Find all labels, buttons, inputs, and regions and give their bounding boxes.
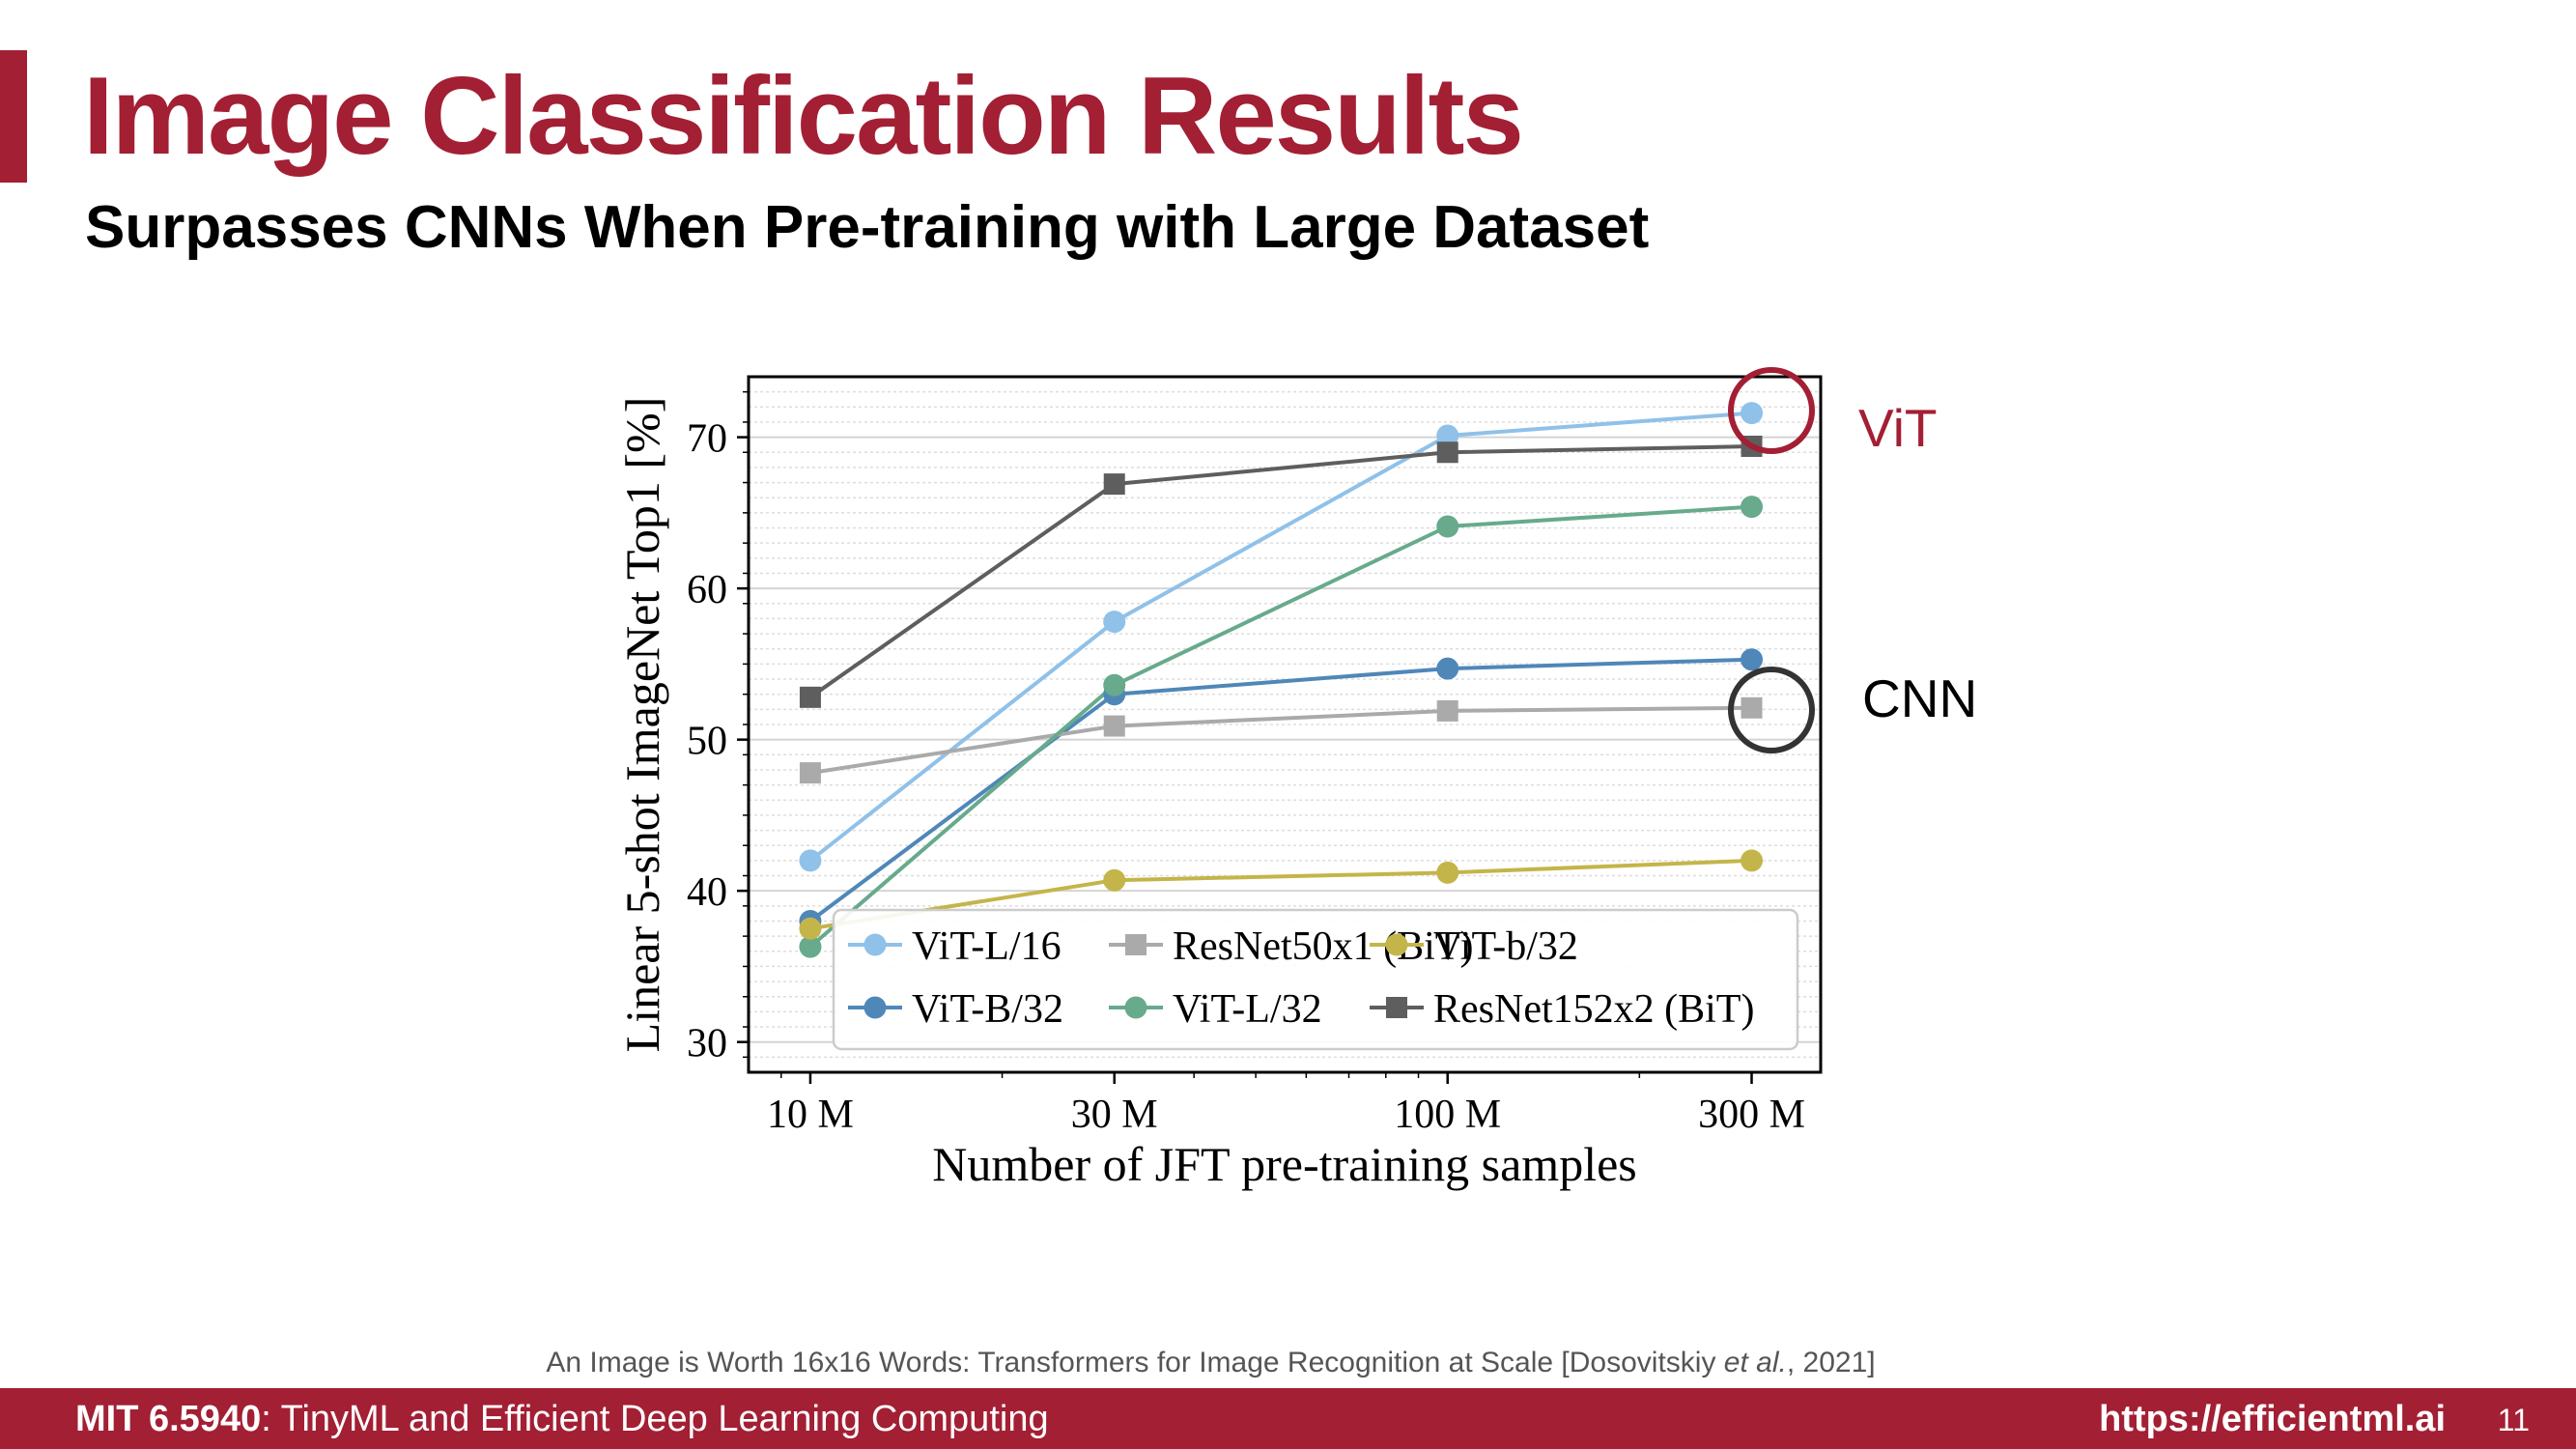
data-point bbox=[1741, 402, 1764, 425]
data-point bbox=[1103, 673, 1126, 696]
data-point bbox=[799, 935, 822, 958]
legend-marker bbox=[1125, 934, 1146, 955]
data-point bbox=[1741, 696, 1763, 719]
chart-series-markers bbox=[799, 402, 1764, 958]
citation-et-al: et al. bbox=[1723, 1347, 1787, 1378]
x-axis-label: Number of JFT pre-training samples bbox=[932, 1137, 1637, 1191]
data-point bbox=[1436, 441, 1458, 464]
footer-url-link[interactable]: https://efficientml.ai bbox=[2099, 1399, 2446, 1439]
data-point bbox=[799, 686, 821, 708]
data-point bbox=[1436, 861, 1459, 884]
chart-legend: ViT-L/16 ViT-B/32 ResNet50x1 (BiT) ViT-L/32… bbox=[832, 908, 1799, 1051]
data-point bbox=[1741, 648, 1764, 671]
data-point bbox=[1436, 515, 1459, 538]
data-point bbox=[799, 762, 821, 784]
data-point bbox=[1436, 657, 1459, 680]
legend-marker bbox=[863, 933, 887, 956]
series-line bbox=[809, 858, 1752, 931]
data-point bbox=[1103, 611, 1126, 634]
series-line bbox=[808, 411, 1752, 863]
x-tick-label: 30 M bbox=[1071, 1093, 1158, 1137]
data-point bbox=[799, 917, 822, 940]
legend-label: ViT-b/32 bbox=[1433, 924, 1578, 969]
footer-bar: MIT 6.5940: TinyML and Efficient Deep Le… bbox=[0, 1388, 2576, 1449]
y-tick-label: 40 bbox=[687, 870, 727, 915]
citation-year: , 2021] bbox=[1786, 1347, 1876, 1378]
x-tick-label: 100 M bbox=[1394, 1093, 1501, 1137]
series-line bbox=[808, 657, 1752, 923]
y-axis-label: Linear 5-shot ImageNet Top1 [%] bbox=[615, 397, 669, 1053]
page-number: 11 bbox=[2497, 1403, 2530, 1437]
series-line bbox=[809, 705, 1752, 776]
legend-label: ViT-B/32 bbox=[912, 987, 1063, 1032]
chart-series-lines bbox=[808, 411, 1752, 949]
legend-label: ResNet152x2 (BiT) bbox=[1433, 987, 1754, 1032]
legend-label: ViT-L/32 bbox=[1173, 987, 1322, 1032]
legend-marker bbox=[863, 996, 887, 1019]
vit-annotation-label: ViT bbox=[1858, 398, 1938, 458]
data-point bbox=[1436, 699, 1458, 722]
y-tick-label: 60 bbox=[687, 568, 727, 612]
x-tick-label: 300 M bbox=[1698, 1093, 1805, 1137]
legend-label: ResNet50x1 (BiT) bbox=[1173, 924, 1473, 969]
title-accent-bar bbox=[0, 50, 27, 183]
series-line bbox=[808, 444, 1752, 699]
legend-marker bbox=[1124, 996, 1147, 1019]
legend-label: ViT-L/16 bbox=[912, 924, 1062, 969]
vit-highlight-circle bbox=[1728, 367, 1815, 454]
footer-course-code: MIT 6.5940 bbox=[75, 1399, 262, 1439]
footer-course-name: : TinyML and Efficient Deep Learning Com… bbox=[261, 1399, 1049, 1439]
footer-course: MIT 6.5940: TinyML and Efficient Deep Le… bbox=[75, 1397, 1049, 1441]
data-point bbox=[1741, 496, 1764, 519]
slide-subtitle: Surpasses CNNs When Pre-training with La… bbox=[85, 194, 1650, 261]
chart-axes: 30 40 50 60 70 10 M 30 M 100 M 300 M bbox=[687, 390, 1805, 1137]
y-tick-label: 30 bbox=[687, 1022, 727, 1066]
data-point bbox=[1103, 473, 1125, 496]
citation: An Image is Worth 16x16 Words: Transform… bbox=[0, 1347, 2576, 1379]
data-point bbox=[799, 849, 822, 872]
data-point bbox=[1103, 868, 1126, 892]
cnn-highlight-circle bbox=[1728, 667, 1815, 753]
legend-box bbox=[832, 908, 1799, 1051]
data-point bbox=[1103, 715, 1125, 737]
slide-title: Image Classification Results bbox=[83, 55, 1524, 178]
x-tick-label: 10 M bbox=[767, 1093, 854, 1137]
legend-marker bbox=[1386, 997, 1407, 1018]
series-line bbox=[808, 504, 1752, 949]
cnn-annotation-label: CNN bbox=[1862, 668, 1977, 728]
data-point bbox=[1741, 849, 1764, 872]
data-point bbox=[1436, 424, 1459, 447]
legend-marker bbox=[1385, 933, 1408, 956]
citation-text: An Image is Worth 16x16 Words: Transform… bbox=[546, 1347, 1724, 1378]
y-tick-label: 70 bbox=[687, 417, 727, 462]
y-tick-label: 50 bbox=[687, 720, 727, 764]
